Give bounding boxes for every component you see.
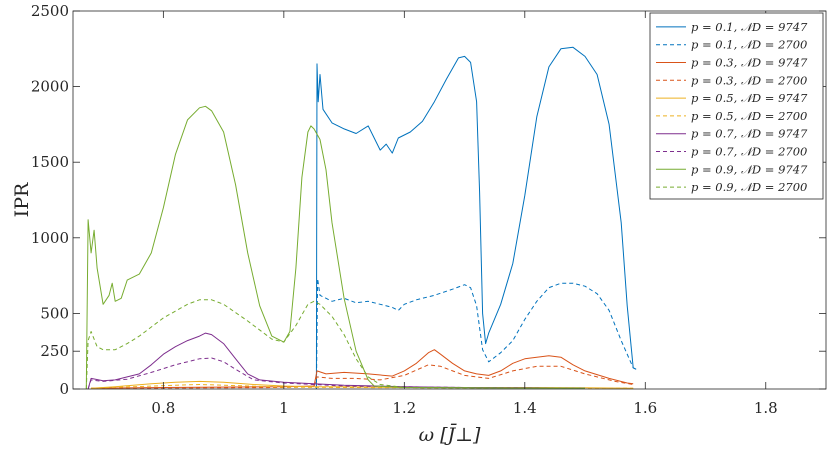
legend-entry: p = 0.5, 𝒩D = 2700 xyxy=(691,109,807,123)
legend-entry: p = 0.1, 𝒩D = 9747 xyxy=(691,20,808,34)
ticks-layer: 0.8 1 1.2 1.4 1.6 1.8 0 250 500 1000 1500 2000 2500 xyxy=(31,2,826,417)
legend-entry: p = 0.7, 𝒩D = 9747 xyxy=(691,127,808,141)
series-line-3 xyxy=(91,349,634,389)
legend-entry: p = 0.1, 𝒩D = 2700 xyxy=(691,38,807,52)
legend-entry: p = 0.3, 𝒩D = 9747 xyxy=(691,56,808,70)
y-tick-label: 500 xyxy=(40,304,69,322)
legend-entry: p = 0.7, 𝒩D = 2700 xyxy=(691,145,807,159)
legend-box xyxy=(649,12,824,200)
legend-entry: p = 0.9, 𝒩D = 2700 xyxy=(691,180,807,194)
axes-box xyxy=(72,10,827,390)
y-tick-label: 2500 xyxy=(31,2,69,20)
legend-entry: p = 0.5, 𝒩D = 9747 xyxy=(691,91,808,105)
x-tick-label: 1.6 xyxy=(633,399,657,417)
series-line-6 xyxy=(91,384,634,389)
y-axis-label: IPR xyxy=(11,182,33,217)
series-line-1 xyxy=(315,46,637,390)
x-tick-label: 1 xyxy=(279,399,289,417)
legend: p = 0.1, 𝒩D = 9747 p = 0.1, 𝒩D = 2700 p = … xyxy=(649,12,824,200)
series-line-4 xyxy=(91,364,634,389)
x-axis-label: ω [J̄⊥] xyxy=(419,423,481,446)
legend-entry: p = 0.9, 𝒩D = 9747 xyxy=(691,162,808,176)
y-tick-label: 0 xyxy=(59,380,69,398)
x-tick-label: 0.8 xyxy=(151,399,175,417)
y-tick-label: 1000 xyxy=(31,229,69,247)
x-tick-label: 1.2 xyxy=(392,399,416,417)
series-line-9 xyxy=(85,105,586,390)
series-line-2 xyxy=(315,278,637,390)
y-tick-label: 250 xyxy=(40,342,69,360)
legend-entry: p = 0.3, 𝒩D = 2700 xyxy=(691,73,807,87)
series-line-10 xyxy=(85,299,586,390)
y-tick-label: 2000 xyxy=(31,78,69,96)
x-tick-label: 1.4 xyxy=(513,399,537,417)
series-line-7 xyxy=(87,332,586,390)
series-layer xyxy=(85,46,637,390)
x-tick-label: 1.8 xyxy=(754,399,778,417)
y-tick-label: 1500 xyxy=(31,153,69,171)
axes-layer xyxy=(72,10,827,390)
